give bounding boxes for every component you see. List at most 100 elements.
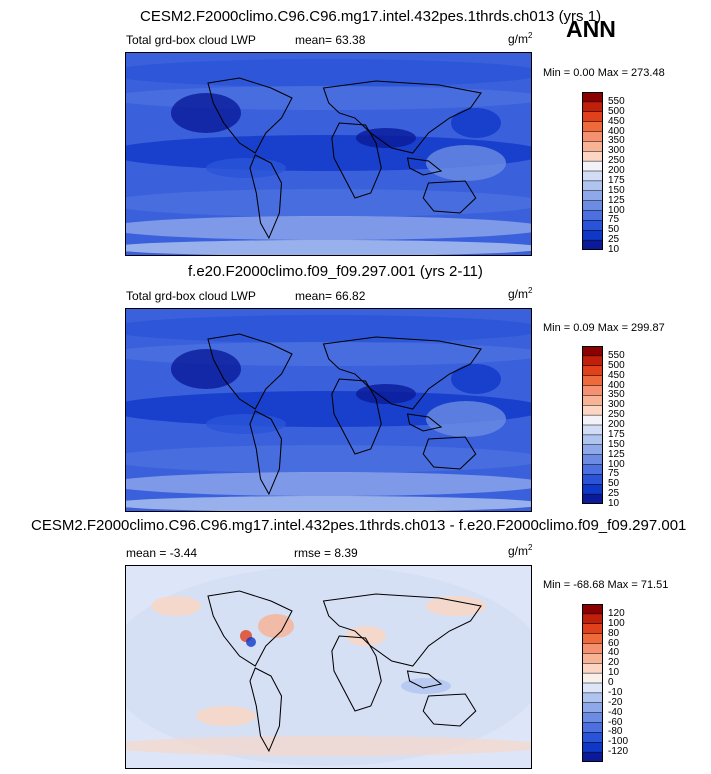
panel3-title: CESM2.F2000climo.C96.C96.mg17.intel.432p… <box>31 517 687 534</box>
panel3-colorbar-labels: 120 100 80 60 40 20 10 0 -10 -20 -40 -60 -80 -100 -120 <box>608 604 648 764</box>
colorbar-swatch <box>582 385 603 396</box>
colorbar-swatch <box>582 92 603 103</box>
colorbar-swatch <box>582 484 603 495</box>
colorbar-tick-label: 10 <box>608 498 620 509</box>
colorbar-tick-label: 60 <box>608 637 620 649</box>
colorbar-tick-label: 550 <box>608 349 625 361</box>
panel1-units: g/m2 <box>508 31 533 46</box>
colorbar-swatch <box>582 683 603 694</box>
colorbar-tick-label: 10 <box>608 667 620 679</box>
colorbar-swatch <box>582 434 603 446</box>
colorbar-swatch <box>582 444 603 455</box>
panel2-title: f.e20.F2000climo.f09_f09.297.001 (yrs 2-… <box>188 263 483 280</box>
colorbar-swatch <box>582 742 603 753</box>
colorbar-swatch <box>582 663 603 674</box>
panel3-mean-label: mean = -3.44 <box>126 546 198 560</box>
colorbar-swatch <box>582 702 603 713</box>
colorbar-tick-label: 75 <box>608 468 620 480</box>
panel1-minmax: Min = 0.00 Max = 273.48 <box>543 67 665 79</box>
colorbar-swatch <box>582 732 603 743</box>
colorbar-swatch <box>582 752 603 762</box>
colorbar-swatch <box>582 141 603 152</box>
colorbar-swatch <box>582 230 603 241</box>
colorbar-tick-label: 450 <box>608 369 625 381</box>
colorbar-tick-label: 400 <box>608 379 625 391</box>
panel3-colorbar <box>582 604 603 762</box>
colorbar-tick-label: -20 <box>608 696 623 708</box>
colorbar-swatch <box>582 464 603 475</box>
panel2-colorbar <box>582 346 603 504</box>
colorbar-tick-label: 450 <box>608 115 625 127</box>
colorbar-tick-label: 40 <box>608 647 620 659</box>
colorbar-swatch <box>582 171 603 182</box>
panel3-rmse-label: rmse = 8.39 <box>294 546 358 560</box>
colorbar-tick-label: 20 <box>608 657 620 669</box>
colorbar-swatch <box>582 633 603 644</box>
colorbar-swatch <box>582 673 603 684</box>
colorbar-tick-label: 125 <box>608 194 625 206</box>
panel3-minmax: Min = -68.68 Max = 71.51 <box>543 579 669 591</box>
colorbar-tick-label: 25 <box>608 488 620 500</box>
colorbar-swatch <box>582 494 603 504</box>
colorbar-swatch <box>582 643 603 654</box>
colorbar-tick-label: -120 <box>608 746 629 758</box>
colorbar-tick-label: -40 <box>608 706 623 718</box>
panel2-mean-label: mean= 66.82 <box>295 289 366 303</box>
colorbar-tick-label: 100 <box>608 204 625 216</box>
panel1-colorbar-labels: 550 500 450 400 350 300 250 200 175 150 125 100 75 50… <box>608 92 648 255</box>
colorbar-tick-label: -80 <box>608 726 623 738</box>
colorbar-tick-label: 350 <box>608 389 625 401</box>
colorbar-tick-label: 400 <box>608 125 625 137</box>
colorbar-swatch <box>582 365 603 376</box>
colorbar-swatch <box>582 604 603 615</box>
colorbar-tick-label: 50 <box>608 224 620 236</box>
colorbar-swatch <box>582 613 603 625</box>
colorbar-swatch <box>582 375 603 386</box>
panel3-map <box>125 565 532 769</box>
colorbar-swatch <box>582 161 603 172</box>
panel1-colorbar <box>582 92 603 250</box>
colorbar-swatch <box>582 712 603 723</box>
colorbar-swatch <box>582 623 603 634</box>
colorbar-tick-label: 50 <box>608 478 620 490</box>
panel1-map <box>125 52 532 256</box>
colorbar-tick-label: 120 <box>608 607 625 619</box>
colorbar-swatch <box>582 240 603 250</box>
colorbar-swatch <box>582 653 603 664</box>
colorbar-tick-label: 125 <box>608 448 625 460</box>
colorbar-tick-label: -10 <box>608 686 623 698</box>
colorbar-swatch <box>582 190 603 201</box>
panel2-minmax: Min = 0.09 Max = 299.87 <box>543 322 665 334</box>
colorbar-tick-label: 500 <box>608 105 625 117</box>
colorbar-swatch <box>582 180 603 192</box>
colorbar-tick-label: 0 <box>608 677 614 688</box>
colorbar-swatch <box>582 692 603 704</box>
colorbar-tick-label: 75 <box>608 214 620 226</box>
colorbar-swatch <box>582 355 603 367</box>
colorbar-tick-label: 10 <box>608 244 620 255</box>
colorbar-swatch <box>582 474 603 485</box>
season-label: ANN <box>566 16 616 42</box>
colorbar-tick-label: 100 <box>608 458 625 470</box>
colorbar-tick-label: 150 <box>608 184 625 196</box>
colorbar-swatch <box>582 425 603 436</box>
colorbar-swatch <box>582 200 603 211</box>
colorbar-tick-label: 175 <box>608 174 625 186</box>
colorbar-tick-label: 550 <box>608 95 625 107</box>
colorbar-tick-label: -60 <box>608 716 623 728</box>
colorbar-tick-label: -100 <box>608 736 629 748</box>
panel1-title: CESM2.F2000climo.C96.C96.mg17.intel.432p… <box>140 8 602 25</box>
colorbar-tick-label: 250 <box>608 409 625 421</box>
colorbar-swatch <box>582 210 603 221</box>
colorbar-tick-label: 300 <box>608 399 625 411</box>
panel2-map <box>125 308 532 512</box>
panel2-variable-label: Total grd-box cloud LWP <box>126 289 256 303</box>
colorbar-tick-label: 175 <box>608 428 625 440</box>
colorbar-swatch <box>582 405 603 416</box>
colorbar-tick-label: 250 <box>608 155 625 167</box>
colorbar-swatch <box>582 111 603 122</box>
panel1-mean-label: mean= 63.38 <box>295 33 366 47</box>
panel1-variable-label: Total grd-box cloud LWP <box>126 33 256 47</box>
panel2-colorbar-labels: 550 500 450 400 350 300 250 200 175 150 125 100 75 50… <box>608 346 648 509</box>
colorbar-swatch <box>582 395 603 406</box>
